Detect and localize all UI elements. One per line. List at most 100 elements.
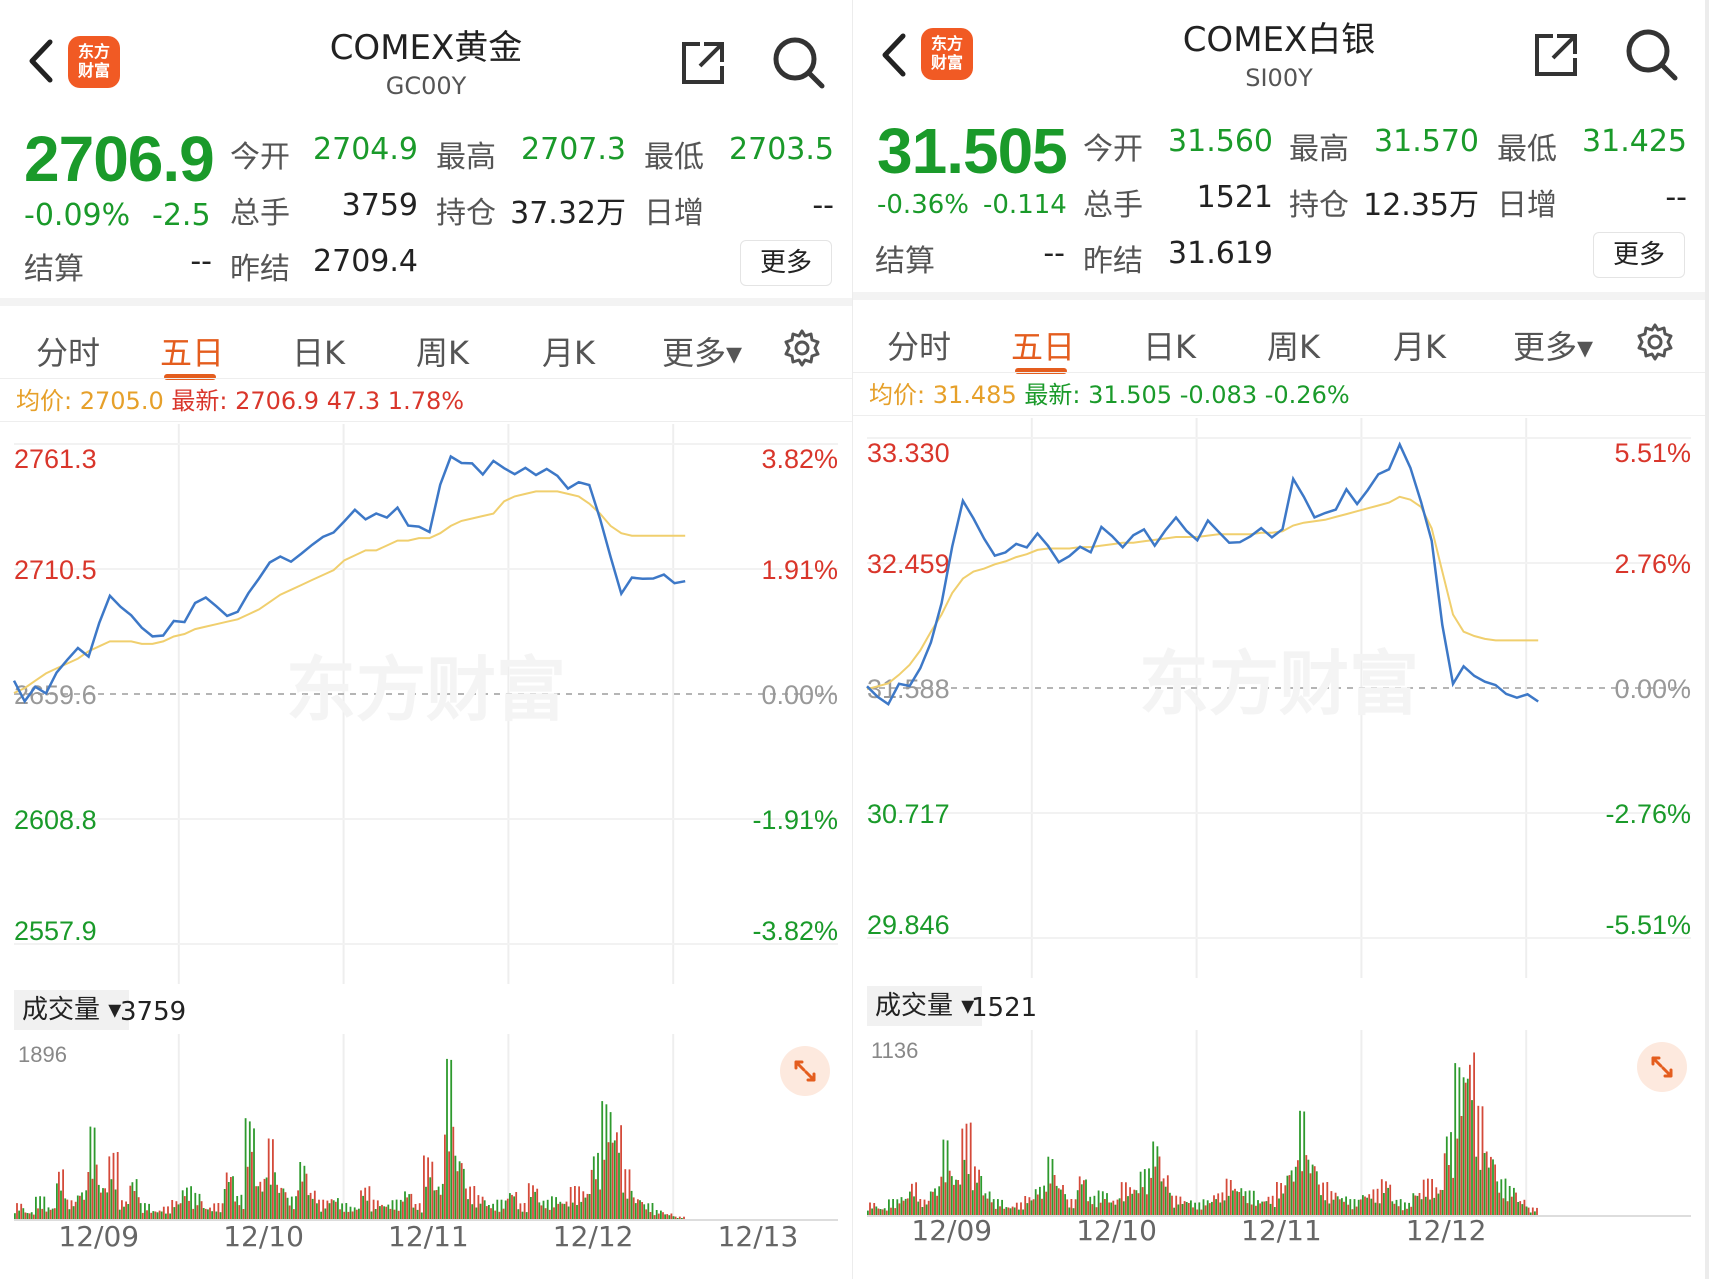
volume-bar — [1450, 1132, 1452, 1216]
tab-five-day[interactable]: 五日 — [160, 334, 225, 372]
volume-bar — [460, 1163, 463, 1220]
volume-bar — [603, 1159, 606, 1220]
volume-bar — [284, 1192, 287, 1220]
last-price: 2706.9 — [24, 123, 215, 195]
latest-value: 31.505 — [1088, 381, 1173, 409]
open-interest-value: 12.35万 — [1363, 188, 1479, 223]
volume-bar — [418, 1203, 421, 1220]
average-line — [13, 490, 686, 694]
volume-bar — [221, 1203, 224, 1220]
more-button[interactable]: 更多 — [1593, 232, 1685, 278]
chevron-left-icon[interactable] — [875, 30, 915, 80]
volume-bar — [942, 1139, 945, 1216]
y-tick-left: 2557.9 — [14, 916, 97, 946]
volume-bar — [330, 1199, 333, 1220]
volume-bar — [1068, 1207, 1071, 1216]
volume-bar — [280, 1187, 283, 1220]
volume-bar — [1378, 1203, 1381, 1216]
tab-weekly-k[interactable]: 周K — [416, 334, 469, 372]
volume-bar — [1349, 1199, 1352, 1216]
tab-weekly-k[interactable]: 周K — [1267, 328, 1320, 366]
price-chart[interactable]: 2761.3 3.82% 2710.5 1.91% 2659.6 0.00% 2608.8 -… — [0, 424, 852, 990]
tab-daily-k[interactable]: 日K — [1143, 328, 1196, 366]
volume-bar — [160, 1211, 163, 1220]
volume-bar — [1362, 1195, 1364, 1216]
gear-icon[interactable] — [1635, 322, 1675, 362]
gear-icon[interactable] — [782, 328, 822, 368]
volume-bar — [913, 1196, 915, 1216]
chart-tabs: 分时 五日 日K 周K 月K 更多▾ — [853, 292, 1705, 376]
tab-monthly-k[interactable]: 月K — [542, 334, 595, 372]
volume-bar — [171, 1200, 174, 1220]
volume-bar — [1290, 1170, 1293, 1216]
volume-indicator-select[interactable]: 成交量 ▾ — [14, 990, 130, 1030]
tab-five-day[interactable]: 五日 — [1011, 328, 1076, 366]
volume-bar — [387, 1204, 390, 1220]
volume-bar — [580, 1201, 583, 1220]
search-icon[interactable] — [770, 34, 826, 90]
volume-bar — [934, 1188, 936, 1216]
volume-bar — [74, 1201, 77, 1220]
volume-bar — [1015, 1202, 1018, 1216]
volume-bar — [532, 1185, 534, 1220]
volume-bar — [875, 1206, 878, 1216]
tab-daily-k[interactable]: 日K — [292, 334, 345, 372]
volume-bar — [1242, 1196, 1245, 1216]
chevron-left-icon[interactable] — [22, 36, 62, 86]
volume-bar — [121, 1200, 123, 1220]
tab-more[interactable]: 更多▾ — [1513, 328, 1594, 366]
tab-intraday[interactable]: 分时 — [887, 328, 952, 366]
expand-chart-button[interactable] — [1637, 1042, 1687, 1092]
volume-bar — [953, 1184, 955, 1216]
volume-bar — [1469, 1064, 1471, 1216]
high-value: 2707.3 — [521, 132, 626, 167]
volume-bar — [1120, 1182, 1123, 1216]
price-chart[interactable]: 33.330 5.51%32.459 2.76%31.588 0.00%30.717-… — [853, 418, 1705, 984]
volume-bar — [632, 1197, 635, 1220]
share-icon[interactable] — [1531, 30, 1581, 80]
tab-more[interactable]: 更多▾ — [662, 334, 743, 372]
y-tick-left: 30.717 — [867, 799, 950, 829]
volume-bar — [242, 1209, 245, 1220]
expand-chart-button[interactable] — [780, 1046, 830, 1096]
open-label: 今开 — [230, 140, 290, 175]
volume-bar — [1330, 1191, 1333, 1216]
volume-bar — [881, 1209, 884, 1216]
volume-bar — [1051, 1159, 1054, 1216]
volume-bar — [1171, 1195, 1173, 1216]
share-icon[interactable] — [678, 38, 728, 88]
change-percent: -0.09% — [24, 198, 131, 233]
search-icon[interactable] — [1623, 26, 1679, 82]
tab-intraday[interactable]: 分时 — [36, 334, 101, 372]
volume-bar — [1284, 1185, 1287, 1216]
volume-bar — [1527, 1207, 1530, 1216]
volume-bar — [454, 1155, 457, 1220]
volume-bar — [1030, 1200, 1033, 1216]
open-interest-value: 37.32万 — [510, 196, 626, 231]
volume-bar — [1095, 1207, 1098, 1216]
volume-bar — [368, 1186, 371, 1220]
volume-bar — [582, 1191, 585, 1220]
volume-bar — [150, 1212, 153, 1220]
volume-bar — [305, 1173, 308, 1220]
tab-monthly-k[interactable]: 月K — [1393, 328, 1446, 366]
volume-bar — [670, 1213, 673, 1220]
volume-bar — [62, 1169, 64, 1220]
volume-bar — [1435, 1187, 1438, 1216]
volume-bar — [664, 1214, 666, 1220]
volume-bar — [441, 1183, 444, 1220]
volume-bar — [139, 1203, 142, 1220]
volume-bar — [240, 1194, 243, 1220]
volume-bar — [376, 1200, 379, 1220]
volume-bar — [1076, 1190, 1079, 1216]
more-button[interactable]: 更多 — [740, 240, 832, 286]
chart-tabs: 分时 五日 日K 周K 月K 更多▾ — [0, 298, 852, 382]
volume-bar — [1399, 1199, 1402, 1216]
volume-bar — [1311, 1164, 1314, 1216]
volume-bar — [1282, 1193, 1285, 1216]
volume-bar — [1089, 1196, 1092, 1216]
volume-indicator-select[interactable]: 成交量 ▾ — [867, 986, 983, 1026]
volume-bar — [1118, 1198, 1121, 1216]
volume-bar — [20, 1203, 23, 1220]
volume-bar — [1112, 1200, 1115, 1216]
